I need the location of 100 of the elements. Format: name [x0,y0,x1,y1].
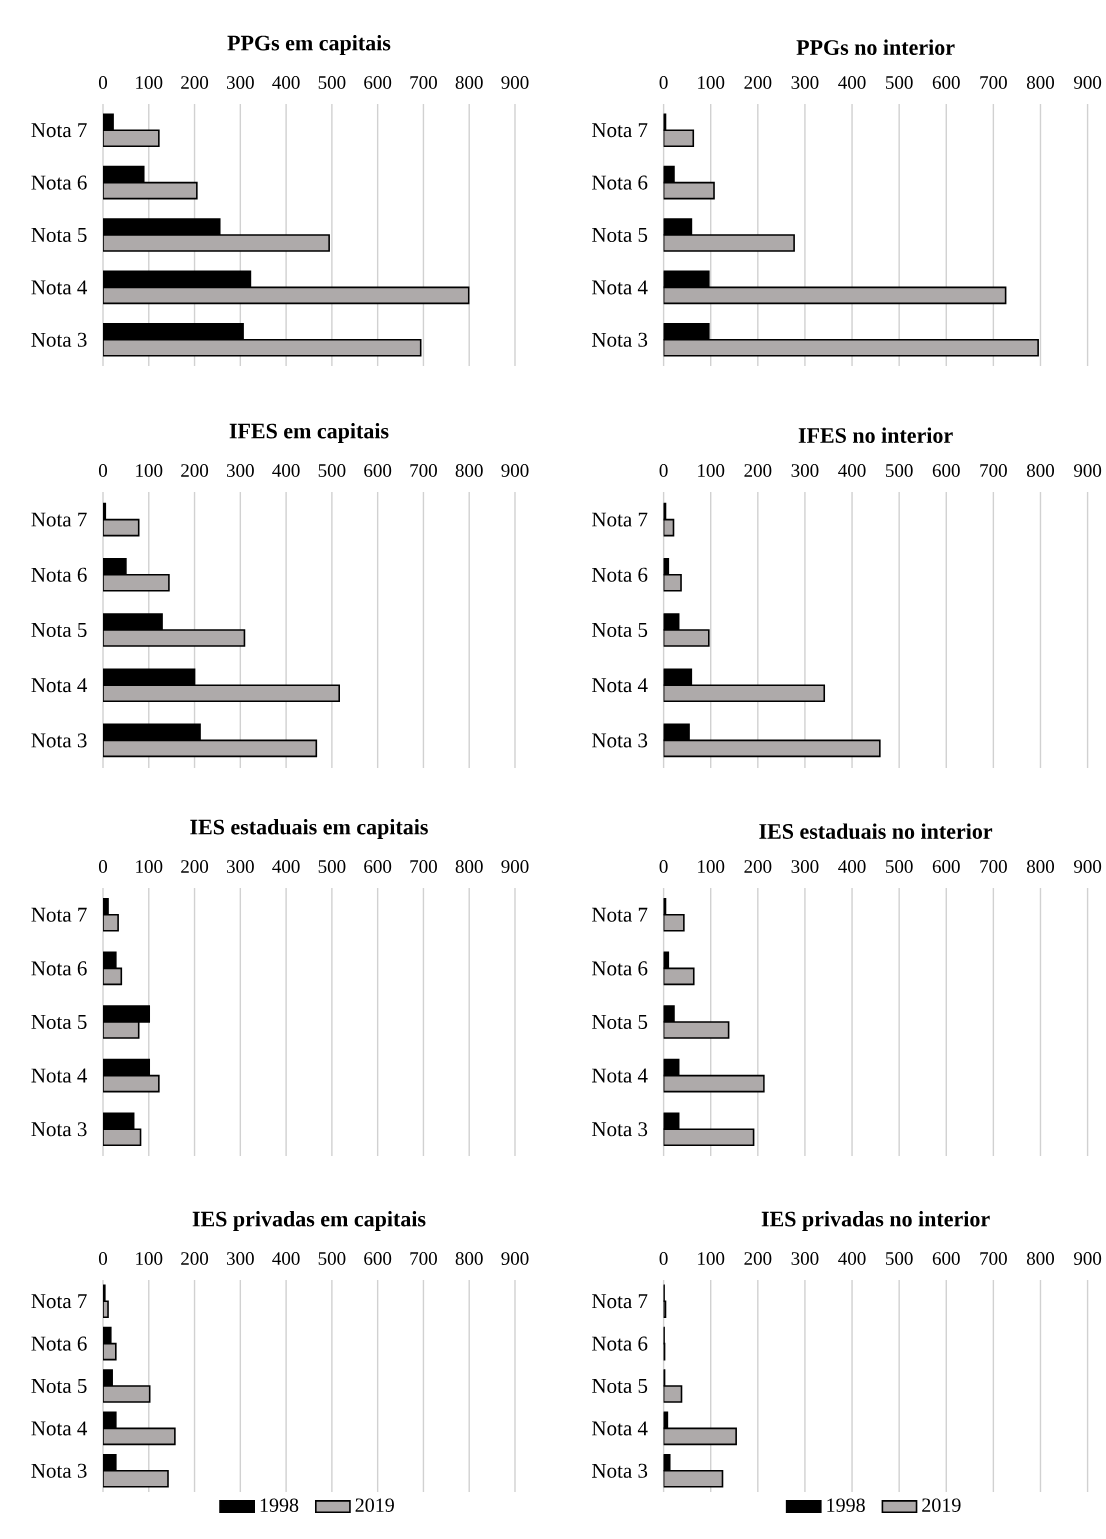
x-tick-label: 900 [1073,464,1102,477]
y-tick-label: Nota 6 [31,961,87,976]
y-tick-label: Nota 3 [592,1122,648,1137]
y-tick-label: Nota 5 [592,228,648,242]
x-tick-label: 600 [364,1252,392,1265]
x-tick-label: 900 [1073,76,1102,89]
x-tick-label: 100 [136,1252,163,1265]
x-tick-label: 500 [318,76,346,89]
x-tick-label: 300 [791,76,819,89]
x-tick-label: 200 [744,860,772,873]
y-tick-label: Nota 3 [592,733,648,748]
x-tick-label: 0 [659,860,668,873]
x-tick-label: 400 [838,76,866,89]
x-tick-label: 300 [226,76,254,89]
y-tick-label: Nota 6 [592,175,648,190]
x-tick-label: 700 [980,464,1007,477]
x-tick-label: 500 [886,1252,913,1265]
x-tick-label: 600 [364,464,392,477]
y-tick-label: Nota 5 [31,623,87,637]
y-tick-label: Nota 5 [31,1379,87,1393]
y-tick-label: Nota 7 [31,123,87,138]
x-tick-label: 700 [980,76,1007,89]
chart-title: IFES no interior [798,427,953,443]
x-tick-label: 600 [932,76,960,89]
chart-title: IES privadas em capitais [192,1211,426,1231]
y-tick-label: Nota 3 [31,1463,87,1478]
x-tick-label: 600 [932,1252,960,1265]
y-tick-label: Nota 7 [592,123,648,138]
x-tick-label: 600 [932,464,960,477]
x-tick-label: 400 [272,860,300,873]
x-tick-label: 100 [136,464,163,477]
y-tick-label: Nota 5 [592,623,648,637]
x-tick-label: 100 [698,464,725,477]
x-tick-label: 400 [272,1252,300,1265]
x-tick-label: 300 [791,464,819,477]
x-tick-label: 500 [318,464,346,477]
x-tick-label: 800 [1026,860,1055,873]
y-tick-label: Nota 4 [592,1068,648,1083]
x-tick-label: 900 [501,860,529,873]
x-tick-label: 300 [226,860,254,873]
x-tick-label: 0 [659,1252,668,1265]
x-tick-label: 800 [1026,1252,1055,1265]
x-tick-label: 0 [659,76,668,89]
x-tick-label: 900 [501,1252,529,1265]
x-tick-label: 300 [791,860,819,873]
x-tick-label: 700 [410,464,437,477]
y-tick-label: Nota 3 [592,1463,648,1478]
chart-title: IFES em capitais [229,423,389,443]
x-tick-label: 500 [886,76,913,89]
legend-label: 2019 [355,1498,394,1512]
x-tick-label: 500 [318,1252,346,1265]
x-tick-label: 500 [886,860,913,873]
y-tick-label: Nota 4 [31,280,88,295]
x-tick-label: 600 [364,860,392,873]
x-tick-label: 800 [455,860,483,873]
x-tick-label: 200 [181,464,209,477]
x-tick-label: 800 [455,1252,483,1265]
y-tick-label: Nota 6 [592,961,648,976]
chart-title: IES estaduais em capitais [190,819,428,839]
x-tick-label: 400 [272,464,300,477]
chart-title: PPGs no interior [796,39,955,55]
y-tick-label: Nota 7 [31,512,87,527]
x-tick-label: 100 [698,1252,725,1265]
x-tick-label: 200 [744,464,772,477]
x-tick-label: 700 [980,1252,1007,1265]
x-tick-label: 300 [226,1252,254,1265]
x-tick-label: 0 [98,860,108,873]
x-tick-label: 900 [501,76,529,89]
x-tick-label: 800 [455,76,483,89]
y-tick-label: Nota 7 [31,1294,87,1309]
x-tick-label: 400 [838,464,866,477]
x-tick-label: 800 [455,464,483,477]
x-tick-label: 300 [791,1252,819,1265]
y-tick-label: Nota 3 [592,332,648,347]
y-tick-label: Nota 4 [592,1421,648,1436]
y-tick-label: Nota 3 [31,1122,87,1137]
legend-label: 2019 [922,1498,961,1512]
y-tick-label: Nota 7 [31,907,87,922]
y-tick-label: Nota 5 [31,228,87,242]
x-tick-label: 500 [886,464,913,477]
x-tick-label: 200 [181,860,209,873]
x-tick-label: 700 [410,1252,437,1265]
x-tick-label: 400 [838,860,866,873]
x-tick-label: 900 [1073,860,1102,873]
x-tick-label: 0 [98,76,108,89]
x-tick-label: 0 [98,1252,108,1265]
x-tick-label: 100 [136,76,163,89]
y-tick-label: Nota 3 [31,332,87,347]
x-tick-label: 100 [136,860,163,873]
x-tick-label: 200 [744,76,772,89]
x-tick-label: 700 [980,860,1007,873]
y-tick-label: Nota 3 [31,733,87,748]
legend-label: 1998 [827,1498,865,1512]
x-tick-label: 200 [744,1252,772,1265]
x-tick-label: 100 [698,860,725,873]
y-tick-label: Nota 5 [592,1379,648,1393]
y-tick-label: Nota 6 [31,1336,87,1351]
y-tick-label: Nota 6 [31,567,87,582]
y-tick-label: Nota 4 [31,1421,88,1436]
y-tick-label: Nota 5 [592,1015,648,1029]
